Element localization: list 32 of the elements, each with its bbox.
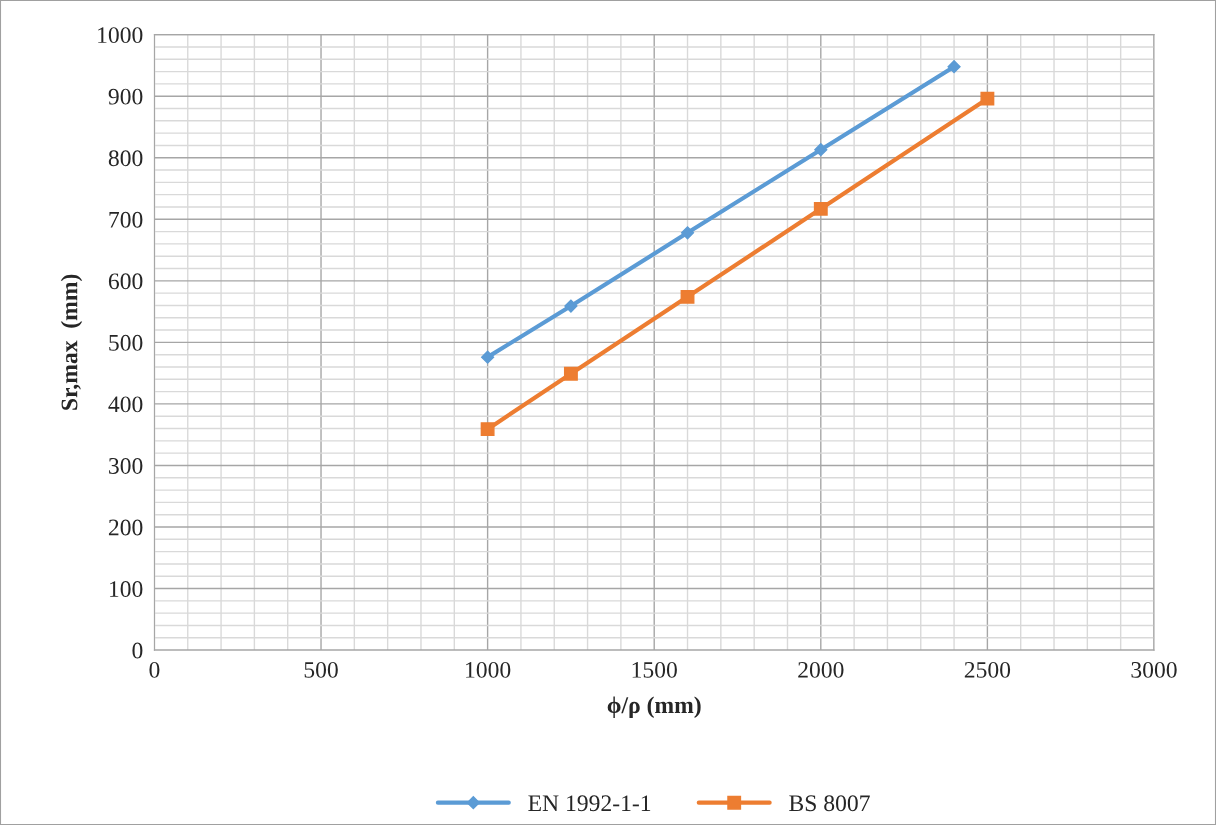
y-tick-label: 1000 (98, 27, 143, 44)
x-tick-label: 1500 (632, 661, 677, 678)
x-tick-label: 2000 (798, 661, 844, 678)
x-tick-label: 1000 (466, 661, 511, 678)
x-tick-label: 500 (304, 661, 338, 678)
y-tick-label: 300 (109, 457, 143, 474)
y-tick-label: 500 (109, 334, 143, 351)
x-axis-title: ϕ/ρ (mm) (607, 696, 701, 718)
y-tick-label: 800 (108, 150, 143, 167)
point (481, 350, 495, 364)
point (680, 289, 695, 304)
point (980, 91, 995, 106)
y-tick-label: 400 (108, 396, 143, 413)
legend-label: BS 8007 (789, 795, 870, 812)
point (680, 226, 695, 240)
y-tick-label: 900 (108, 88, 143, 105)
point (564, 299, 578, 313)
legend-label: EN 1992-1-1 (528, 795, 651, 812)
x-tick-label: 0 (149, 661, 160, 678)
point (563, 366, 578, 381)
x-tick-label: 2500 (964, 661, 1011, 678)
point (480, 422, 495, 437)
point (813, 201, 828, 216)
y-tick-label: 100 (109, 581, 143, 597)
point (947, 60, 961, 74)
point (814, 143, 828, 157)
x-tick-label: 3000 (1131, 661, 1177, 678)
y-tick-label: 600 (108, 273, 143, 290)
y-tick-label: 0 (132, 642, 143, 659)
y-tick-label: 200 (108, 519, 143, 536)
y-axis-title: Sr,max (mm) (60, 274, 83, 410)
y-tick-label: 700 (109, 211, 143, 228)
